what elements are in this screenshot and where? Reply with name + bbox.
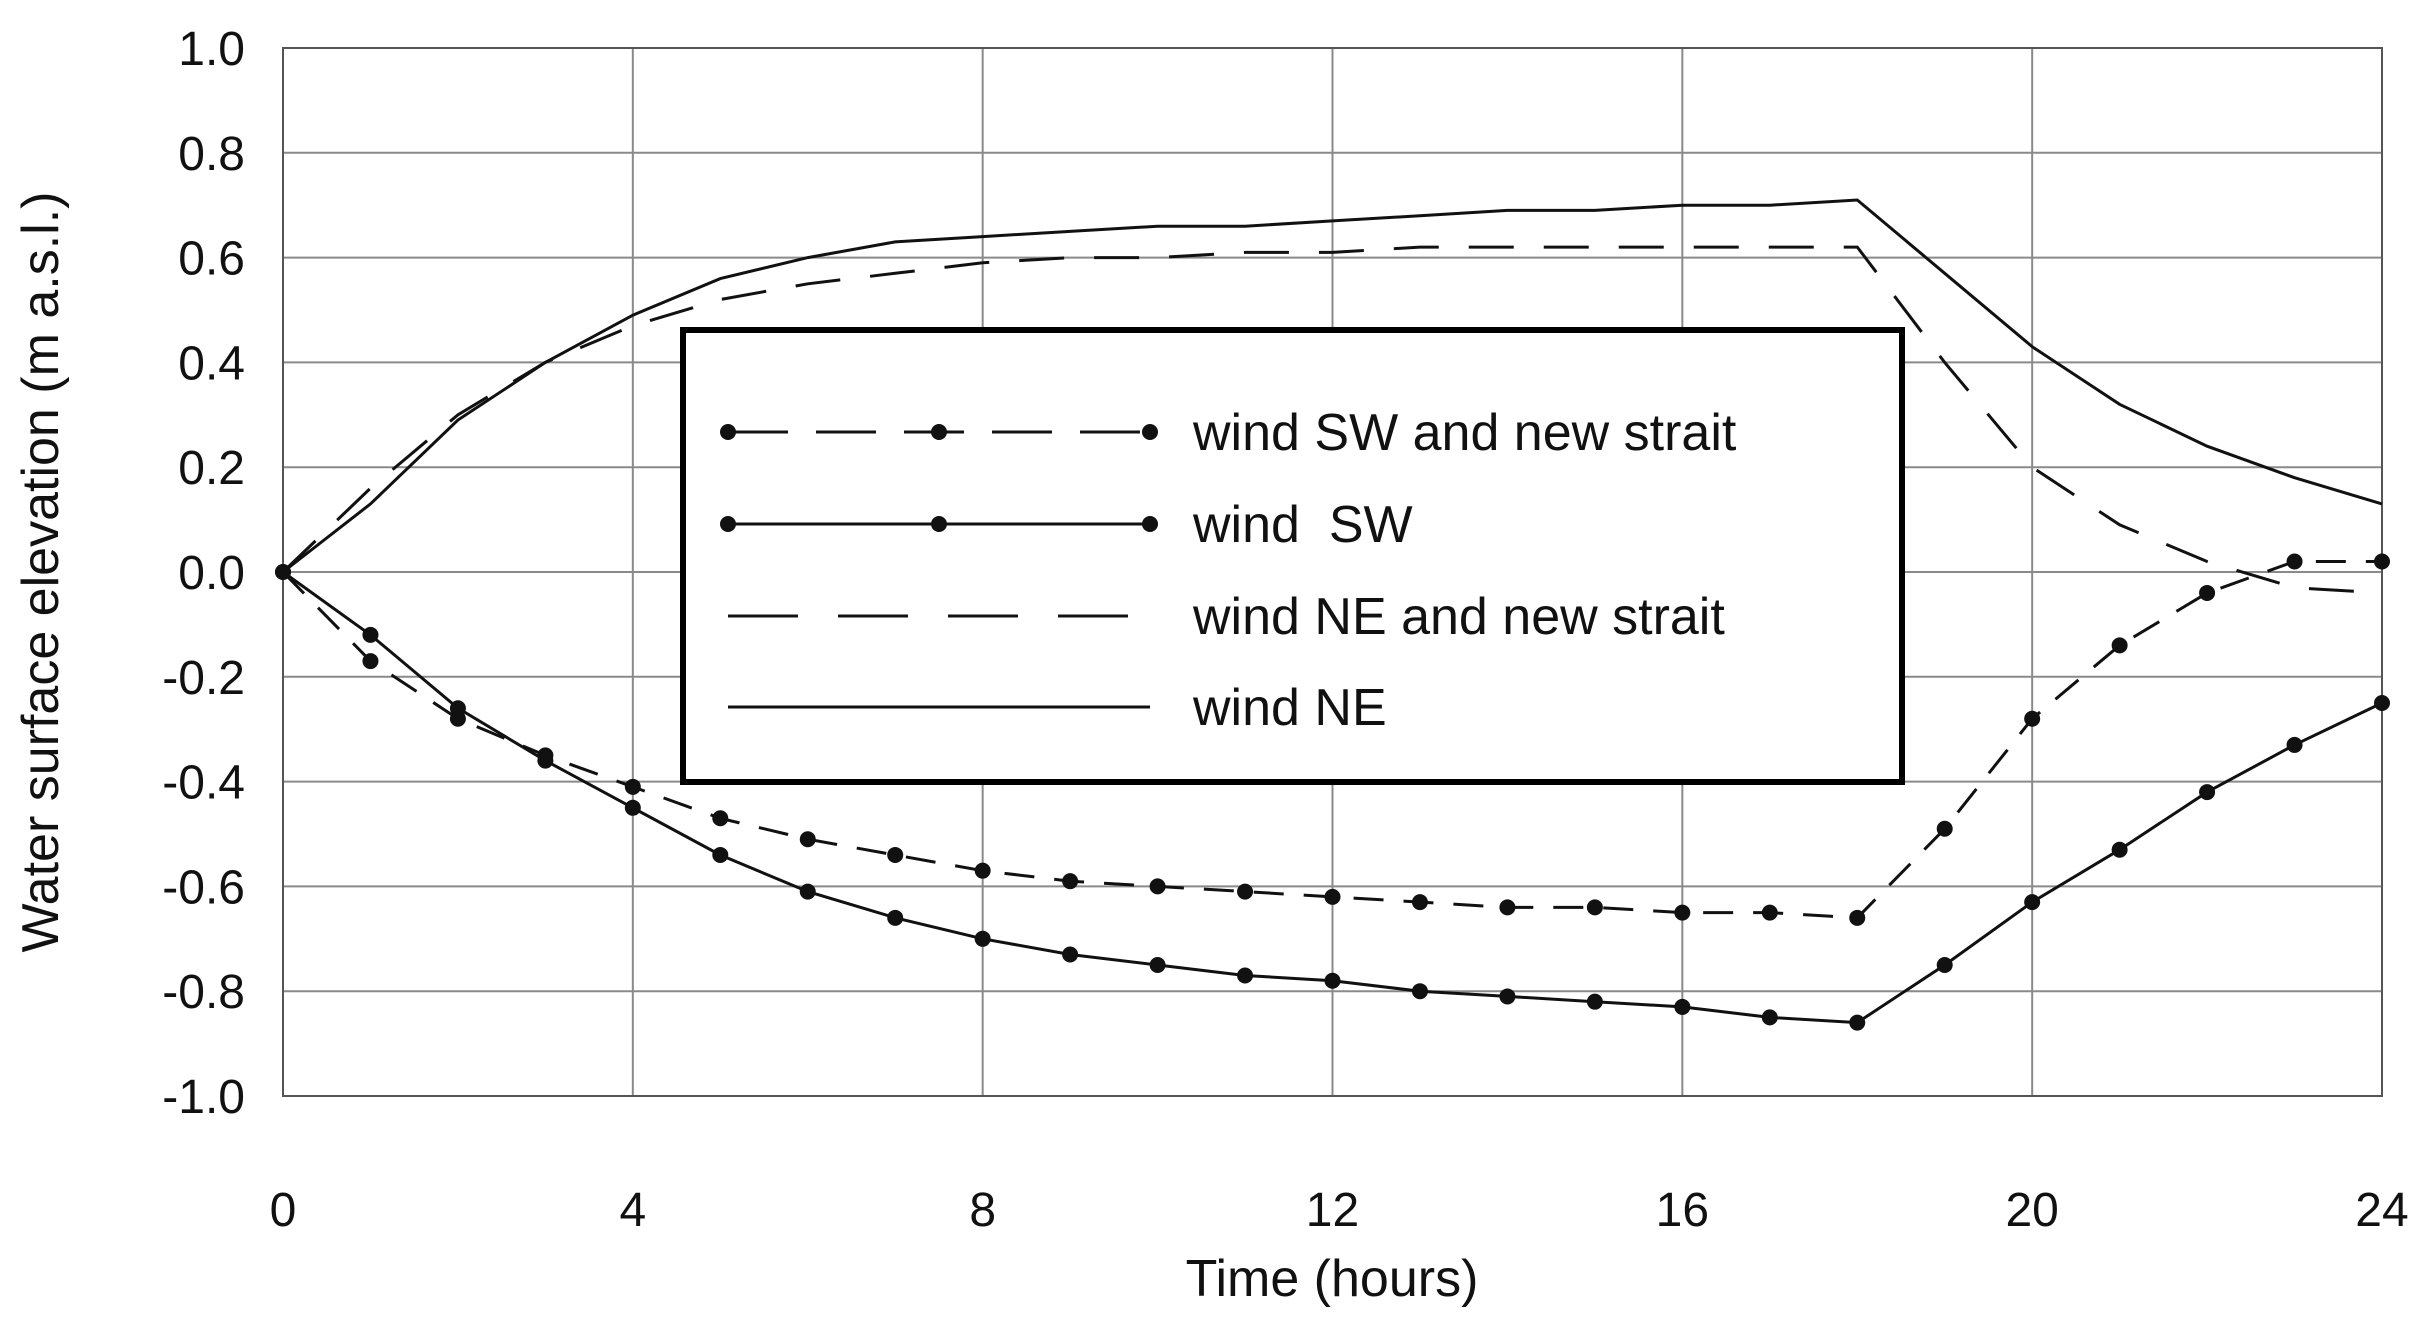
data-point [449, 700, 466, 717]
data-point [1849, 1014, 1866, 1031]
data-point [1062, 873, 1079, 890]
x-tick-label: 8 [969, 1184, 996, 1237]
x-tick-label: 20 [2005, 1184, 2058, 1237]
data-point [2111, 841, 2128, 858]
legend-label: wind NE [1192, 679, 1387, 737]
data-point [1849, 909, 1866, 926]
x-tick-label: 16 [1656, 1184, 1709, 1237]
data-point [2199, 784, 2216, 801]
x-axis-label: Time (hours) [1186, 1250, 1479, 1308]
legend-items: wind SW and new strait wind SW wind NE and… [720, 404, 1737, 737]
data-point [799, 883, 816, 900]
legend-marker [720, 516, 736, 532]
legend-item: wind NE [728, 679, 1387, 737]
x-tick-label: 24 [2355, 1184, 2408, 1237]
data-point [2374, 553, 2390, 570]
data-point [712, 846, 729, 863]
y-tick-label: -0.8 [162, 966, 245, 1019]
data-point [1936, 957, 1953, 973]
y-tick-label: 0.4 [178, 337, 245, 390]
series-line [281, 245, 2383, 595]
data-point [1586, 899, 1603, 916]
series-line [282, 198, 2383, 574]
data-point [1411, 894, 1428, 911]
data-point [624, 778, 641, 795]
data-point [1237, 967, 1254, 984]
legend-marker [720, 424, 736, 440]
data-point [1237, 883, 1254, 900]
data-point [1936, 820, 1953, 837]
legend-label: wind SW and new strait [1192, 404, 1737, 462]
y-tick-label: 1.0 [178, 23, 245, 76]
series-3 [282, 198, 2383, 574]
data-point [1499, 988, 1516, 1005]
legend-marker [931, 424, 947, 440]
y-tick-label: -1.0 [162, 1071, 245, 1124]
data-point [2024, 710, 2041, 727]
data-point [362, 626, 379, 643]
legend-item: wind NE and new strait [728, 588, 1725, 646]
y-tick-label: -0.2 [162, 652, 245, 705]
legend-marker [1142, 424, 1158, 440]
x-tick-label: 12 [1306, 1184, 1359, 1237]
y-tick-label: -0.6 [162, 861, 245, 914]
legend: wind SW and new strait wind SW wind NE and… [680, 327, 1905, 785]
data-point [2286, 736, 2303, 753]
y-axis-label: Water surface elevation (m a.s.l.) [12, 192, 70, 953]
data-point [1674, 998, 1691, 1015]
data-point [1761, 904, 1778, 921]
data-point [712, 810, 729, 827]
data-point [1674, 904, 1691, 921]
data-point [537, 752, 554, 769]
legend-label: wind SW [1192, 496, 1413, 554]
y-tick-label: 0.2 [178, 442, 245, 495]
data-point [1149, 878, 1166, 895]
data-point [2111, 637, 2128, 654]
y-tick-label: -0.4 [162, 757, 245, 810]
legend-label: wind NE and new strait [1192, 588, 1725, 646]
x-tick-label: 0 [270, 1184, 297, 1237]
data-point [887, 909, 904, 926]
legend-marker [931, 516, 947, 532]
y-tick-label: 0.0 [178, 547, 245, 600]
data-point [887, 846, 904, 863]
series-1 [275, 564, 2390, 1031]
legend-marker [1142, 516, 1158, 532]
series-2 [281, 245, 2383, 595]
data-point [1761, 1009, 1778, 1026]
data-point [2024, 894, 2041, 911]
legend-item: wind SW and new strait [720, 404, 1737, 462]
series-group [275, 198, 2390, 1031]
data-point [1149, 957, 1166, 973]
data-point [974, 930, 991, 947]
x-tick-label: 4 [619, 1184, 646, 1237]
data-point [974, 862, 991, 879]
data-point [1586, 993, 1603, 1010]
data-point [799, 831, 816, 848]
legend-item: wind SW [720, 496, 1413, 554]
data-point [624, 799, 641, 816]
data-point [1499, 899, 1516, 916]
data-point [1324, 888, 1341, 905]
y-tick-labels: 1.0 0.8 0.6 0.4 0.2 0.0 -0.2 -0.4 -0.6 -0.8 -1.0 [162, 23, 245, 1124]
data-point [2374, 695, 2390, 711]
data-point [362, 653, 379, 670]
y-tick-label: 0.8 [178, 128, 245, 181]
data-point [1411, 983, 1428, 1000]
x-tick-labels: 0 4 8 12 16 20 24 [270, 1184, 2409, 1237]
data-point [2199, 584, 2216, 601]
y-tick-label: 0.6 [178, 233, 245, 286]
data-point [1324, 972, 1341, 989]
data-point [2286, 553, 2303, 570]
data-point [1062, 946, 1079, 963]
